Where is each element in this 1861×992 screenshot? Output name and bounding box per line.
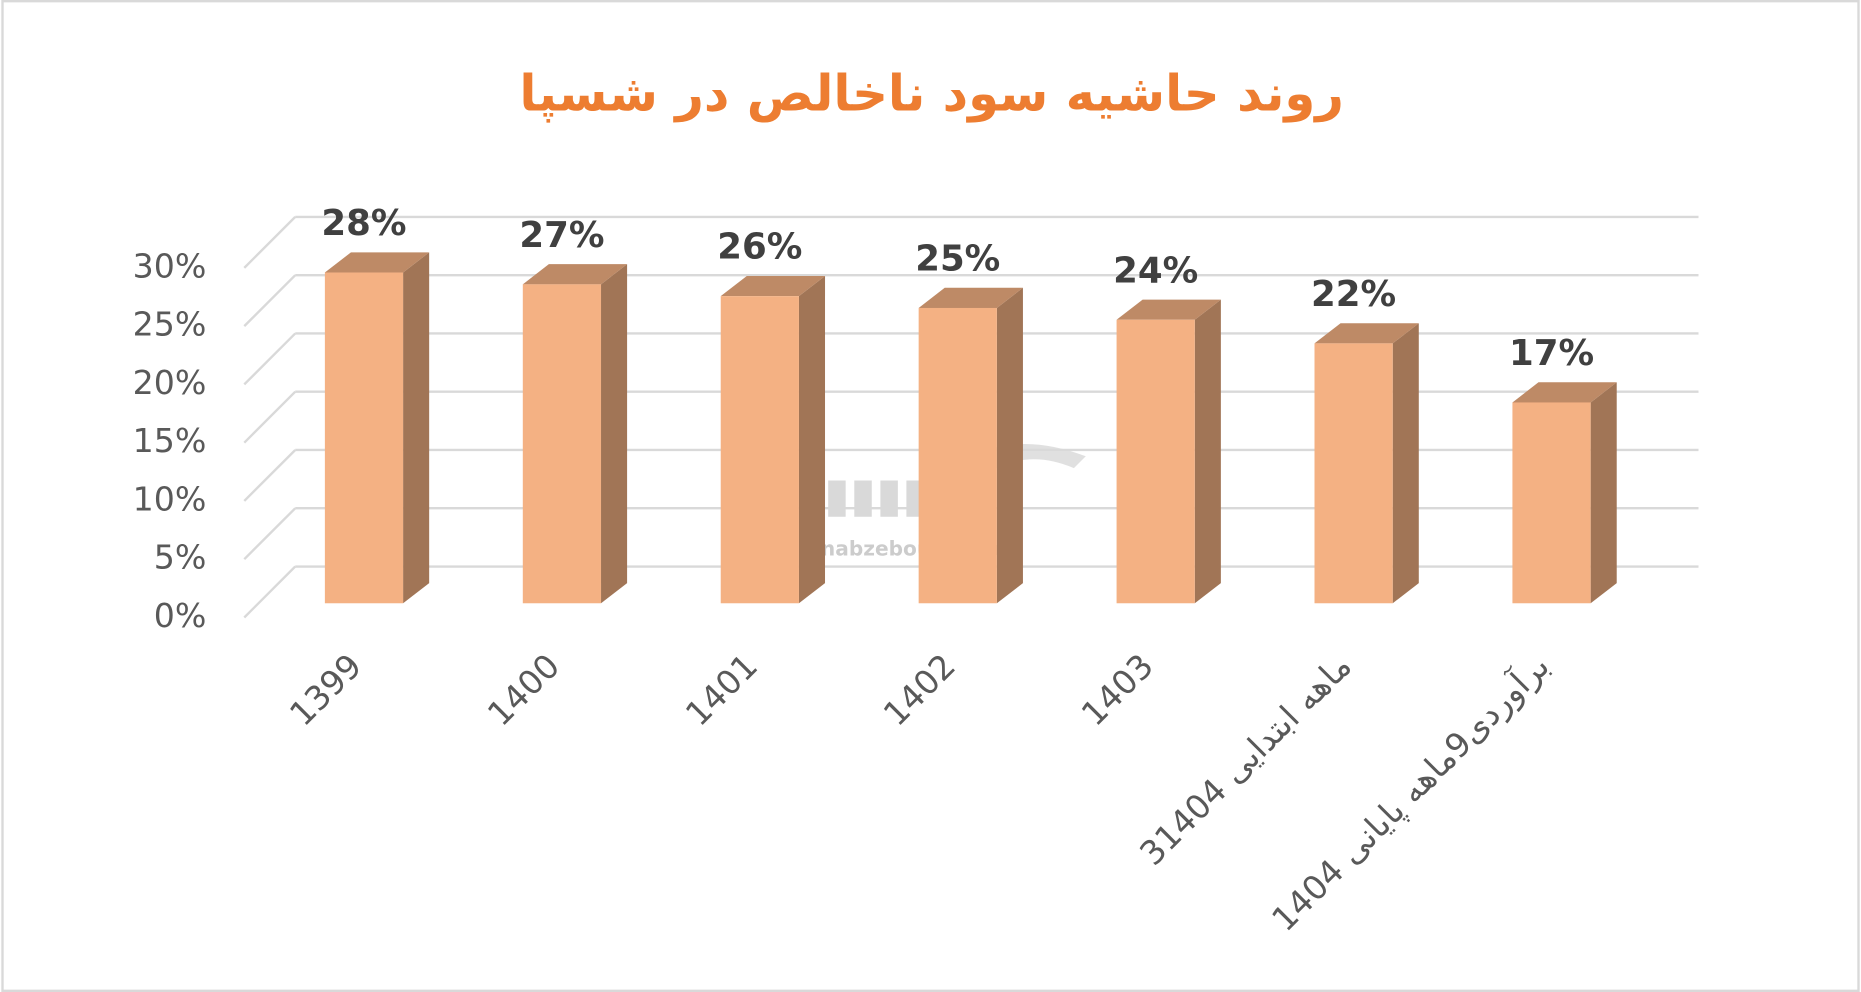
bar (324, 272, 404, 604)
bar-side (403, 252, 430, 604)
y-tick-label: 30% (133, 246, 207, 285)
data-label: 17% (1509, 333, 1594, 374)
bar-top (324, 252, 430, 273)
bar-top (522, 264, 628, 285)
grid-line-side (243, 507, 297, 561)
data-label: 25% (915, 239, 1000, 280)
bar-side (601, 264, 628, 604)
grid-line-side (243, 390, 297, 444)
bar-side (798, 275, 826, 604)
data-label: 26% (717, 227, 802, 268)
bar-top (1314, 323, 1419, 344)
y-tick-label: 10% (133, 479, 207, 518)
grid-line-side (243, 274, 297, 327)
bar-side (1194, 299, 1221, 604)
bar-side (1590, 382, 1617, 604)
bar (1314, 343, 1393, 604)
bar (1512, 402, 1591, 604)
bar (1116, 319, 1195, 604)
y-tick-label: 0% (154, 596, 207, 635)
grid-line-side (243, 565, 297, 619)
y-tick-label: 15% (133, 421, 207, 460)
grid-line-side (243, 216, 297, 269)
data-label: 22% (1311, 274, 1396, 315)
y-tick-label: 20% (133, 363, 207, 402)
bar-top (1512, 382, 1617, 403)
y-tick-label: 5% (154, 538, 207, 577)
bar (918, 307, 997, 604)
bar-top (918, 287, 1023, 308)
y-tick-label: 25% (133, 305, 207, 344)
bar-side (996, 287, 1023, 604)
grid-line-side (243, 449, 297, 502)
data-label: 27% (519, 215, 604, 256)
bar-side (1392, 323, 1419, 604)
bar-top (720, 275, 826, 297)
bar (522, 284, 602, 604)
data-label: 24% (1113, 250, 1198, 291)
chart-title: روند حاشیه سود ناخالص در شسپا (519, 65, 1344, 124)
grid-line-side (243, 332, 297, 386)
bar-top (1116, 299, 1221, 320)
bar (720, 296, 799, 604)
data-label: 28% (321, 203, 406, 244)
